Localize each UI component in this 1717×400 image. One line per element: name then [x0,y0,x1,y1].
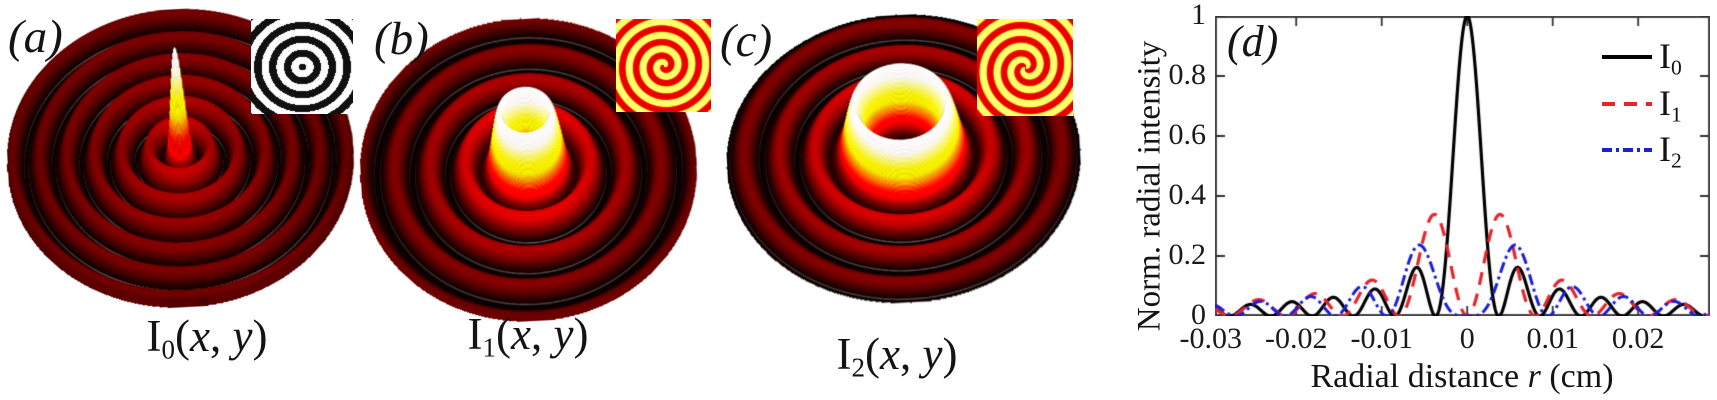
x-tick-label: 0 [1459,322,1475,355]
panel-label-a: (a) [8,11,63,63]
legend-label-I1: I1 [1659,83,1682,127]
x-tick-label: 0.02 [1611,322,1665,355]
legend-label-I0: I0 [1659,36,1682,80]
caption-I1: I1(x, y) [467,309,589,363]
zone-plate-inset-b [616,19,711,112]
legend-line-I1 [1602,102,1652,106]
y-tick-label: 0 [1191,298,1206,331]
panel-label-b: (b) [374,13,429,65]
x-tick-label: 0.01 [1526,322,1579,355]
y-tick-label: 1 [1191,0,1206,31]
x-axis-label: Radial distance r (cm) [1310,358,1614,395]
y-tick-label: 0.6 [1168,118,1207,151]
caption-I0: I0(x, y) [146,311,268,365]
panel-label-c: (c) [720,15,773,67]
x-tick-label: -0.01 [1350,322,1413,355]
x-tick-label: -0.02 [1264,322,1328,355]
y-tick-label: 0.4 [1168,178,1207,211]
y-tick-label: 0.2 [1168,238,1207,271]
legend-line-I0 [1602,55,1652,59]
zone-plate-inset-a [251,19,353,114]
caption-I2: I2(x, y) [836,329,958,383]
radial-intensity-chart [1215,16,1710,316]
x-tick-label: -0.03 [1179,322,1242,355]
legend-label-I2: I2 [1659,129,1682,173]
legend-line-I2 [1602,148,1652,152]
zone-plate-inset-c [977,19,1073,116]
y-tick-label: 0.8 [1168,58,1207,91]
